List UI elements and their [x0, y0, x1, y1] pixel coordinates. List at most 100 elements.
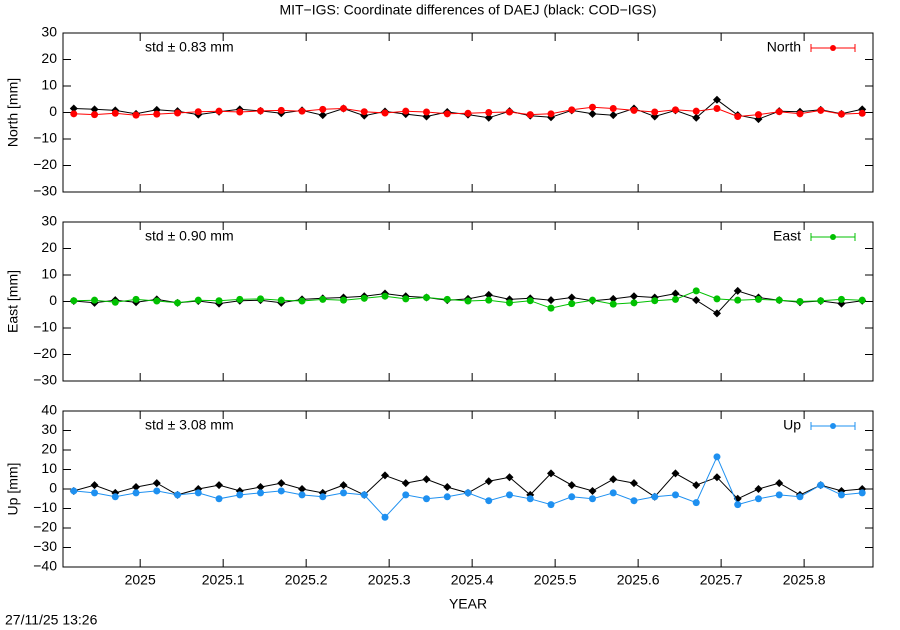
- y-tick-label: 10: [41, 266, 57, 282]
- data-point: [817, 106, 825, 114]
- page-title: MIT−IGS: Coordinate differences of DAEJ …: [279, 2, 656, 18]
- data-point: [484, 477, 493, 486]
- data-point: [402, 295, 410, 303]
- data-point: [423, 294, 431, 302]
- data-point: [671, 491, 679, 499]
- data-point: [381, 513, 389, 521]
- data-point: [91, 489, 99, 497]
- plot-frame: [62, 221, 874, 382]
- data-point: [588, 103, 596, 111]
- data-point: [443, 110, 451, 118]
- legend-marker: [830, 234, 836, 240]
- data-point: [568, 300, 576, 308]
- data-point: [423, 108, 431, 116]
- y-tick-label: 10: [41, 77, 57, 93]
- data-point: [546, 469, 555, 478]
- data-point: [360, 294, 368, 302]
- data-point: [298, 485, 307, 493]
- data-point: [174, 491, 182, 499]
- data-point: [464, 109, 472, 117]
- data-point: [298, 297, 306, 305]
- data-point: [70, 110, 78, 118]
- data-point: [588, 296, 596, 304]
- data-point: [215, 481, 224, 490]
- legend-marker: [830, 45, 836, 51]
- data-point: [340, 489, 348, 497]
- y-tick-label: 30: [41, 421, 57, 437]
- std-annotation: std ± 0.83 mm: [145, 39, 234, 55]
- y-tick-label: 40: [41, 402, 57, 418]
- data-point: [194, 108, 202, 116]
- data-point: [671, 469, 680, 478]
- x-tick-label: 2025: [125, 572, 156, 588]
- data-point: [692, 481, 701, 490]
- data-point: [796, 493, 804, 501]
- x-tick-label: 2025.7: [700, 572, 743, 588]
- data-point: [858, 296, 866, 304]
- data-point: [775, 108, 783, 116]
- data-point: [256, 483, 265, 492]
- y-tick-label: −20: [33, 345, 57, 361]
- data-point: [651, 493, 659, 501]
- data-point: [630, 497, 638, 505]
- data-point: [319, 105, 327, 113]
- data-point: [505, 491, 513, 499]
- data-point: [340, 105, 348, 113]
- data-point: [91, 111, 99, 119]
- data-point: [484, 113, 493, 122]
- y-tick-label: −30: [33, 183, 57, 199]
- data-point: [546, 296, 555, 305]
- data-point: [692, 107, 700, 115]
- data-point: [152, 479, 161, 488]
- y-tick-label: 0: [49, 103, 57, 119]
- data-point: [194, 296, 202, 304]
- data-point: [712, 309, 721, 318]
- y-tick-label: 0: [49, 480, 57, 496]
- data-point: [588, 109, 597, 118]
- data-point: [858, 109, 866, 117]
- data-point: [568, 106, 576, 114]
- data-point: [381, 292, 389, 300]
- data-point: [443, 295, 451, 303]
- series-line: [73, 455, 863, 519]
- data-point: [775, 296, 783, 304]
- data-point: [339, 481, 348, 490]
- x-tick-label: 2025.8: [783, 572, 826, 588]
- data-point: [630, 106, 638, 114]
- y-tick-label: 20: [41, 239, 57, 255]
- data-point: [318, 111, 327, 120]
- data-point: [609, 475, 618, 484]
- data-point: [132, 489, 140, 497]
- data-point: [734, 501, 742, 509]
- data-point: [174, 299, 182, 307]
- data-point: [713, 453, 721, 461]
- data-point: [629, 479, 638, 488]
- data-point: [360, 491, 368, 499]
- data-point: [609, 111, 618, 120]
- y-tick-label: 30: [41, 24, 57, 40]
- data-point: [257, 107, 265, 115]
- y-tick-label: −20: [33, 519, 57, 535]
- x-tick-label: 2025.4: [451, 572, 494, 588]
- data-point: [734, 296, 742, 304]
- data-point: [91, 296, 99, 304]
- data-point: [837, 110, 845, 118]
- data-point: [277, 296, 285, 304]
- data-point: [236, 108, 244, 116]
- data-point: [153, 110, 161, 118]
- data-point: [609, 489, 617, 497]
- timestamp: 27/11/25 13:26: [5, 612, 98, 628]
- data-point: [277, 487, 285, 495]
- data-point: [132, 483, 141, 492]
- data-point: [526, 297, 534, 305]
- x-tick-label: 2025.2: [285, 572, 328, 588]
- data-point: [485, 109, 493, 116]
- data-point: [215, 107, 223, 115]
- data-point: [712, 95, 721, 104]
- y-axis-label: East [mm]: [5, 270, 21, 333]
- data-point: [713, 295, 721, 303]
- data-point: [381, 109, 389, 117]
- data-point: [485, 497, 493, 505]
- data-point: [277, 106, 285, 114]
